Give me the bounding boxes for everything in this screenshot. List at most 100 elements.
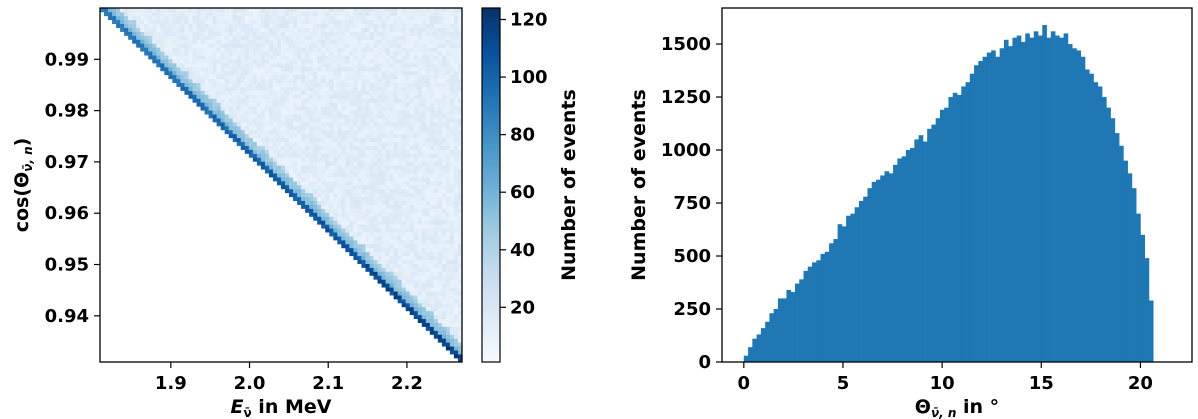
heatmap-cell: [272, 129, 278, 135]
heatmap-cell: [204, 94, 209, 99]
heatmap-cell: [289, 118, 294, 123]
colorbar-tick-label: 40: [510, 240, 535, 261]
heatmap-cell: [417, 51, 423, 56]
heatmap-cell: [369, 19, 374, 25]
heatmap-cell: [333, 98, 338, 103]
heatmap-cell: [393, 291, 398, 296]
heatmap-cell: [349, 31, 354, 36]
heatmap-cell: [381, 94, 386, 99]
heatmap-cell: [305, 177, 310, 182]
heatmap-cell: [381, 90, 386, 95]
heatmap-cell: [232, 122, 238, 127]
heatmap-cell: [236, 133, 242, 139]
heatmap-cell: [417, 310, 423, 316]
heatmap-cell: [457, 244, 463, 249]
heatmap-cell: [385, 126, 390, 131]
heatmap-cell: [397, 181, 402, 186]
heatmap-cell: [393, 224, 398, 229]
heatmap-cell: [401, 74, 406, 80]
heatmap-cell: [357, 23, 362, 28]
heatmap-cell: [357, 173, 362, 178]
heatmap-cell: [329, 161, 334, 166]
heatmap-cell: [325, 27, 330, 32]
heatmap-cell: [433, 200, 439, 205]
heatmap-cell: [140, 43, 145, 48]
heatmap-cell: [377, 275, 382, 280]
heatmap-cell: [252, 19, 258, 25]
heatmap-cell: [160, 8, 165, 13]
heatmap-cell: [333, 228, 338, 233]
heatmap-cell: [401, 11, 406, 17]
heatmap-cell: [272, 67, 278, 72]
heatmap-cell: [236, 59, 242, 64]
heatmap-cell: [305, 141, 310, 146]
heatmap-cell: [200, 23, 205, 28]
heatmap-cell: [373, 39, 378, 44]
heatmap-cell: [196, 47, 201, 52]
heatmap-cell: [425, 19, 431, 25]
heatmap-cell: [188, 90, 193, 95]
heatmap-cell: [405, 63, 411, 68]
heatmap-cell: [317, 78, 322, 84]
heatmap-cell: [345, 11, 350, 17]
heatmap-cell: [289, 74, 294, 80]
heatmap-cell: [309, 173, 314, 178]
heatmap-cell: [397, 295, 402, 300]
heatmap-cell: [433, 126, 439, 131]
histogram-bar: [961, 86, 966, 363]
heatmap-cell: [373, 212, 378, 217]
heatmap-cell: [285, 114, 290, 119]
heatmap-cell: [256, 118, 262, 123]
heatmap-cell: [401, 145, 406, 150]
heatmap-cell: [389, 23, 394, 28]
heatmap-cell: [260, 157, 266, 162]
heatmap-cell: [433, 39, 439, 44]
heatmap-cell: [373, 86, 378, 91]
heatmap-cell: [216, 114, 221, 119]
heatmap-cell: [445, 31, 451, 36]
heatmap-cell: [413, 67, 419, 72]
heatmap-cell: [256, 8, 262, 13]
heatmap-cell: [272, 35, 278, 40]
heatmap-cell: [433, 291, 439, 296]
heatmap-cell: [325, 35, 330, 40]
heatmap-cell: [244, 141, 250, 146]
heatmap-cell: [385, 279, 390, 284]
heatmap-cell: [341, 39, 346, 44]
heatmap-cell: [417, 114, 423, 119]
heatmap-cell: [333, 43, 338, 48]
heatmap-cell: [433, 232, 439, 237]
heatmap-cell: [449, 153, 455, 158]
heatmap-cell: [305, 98, 310, 103]
heatmap-cell: [337, 86, 342, 91]
heatmap-cell: [337, 216, 342, 221]
heatmap-cell: [401, 43, 406, 48]
heatmap-cell: [268, 118, 274, 123]
heatmap-cell: [421, 185, 427, 190]
heatmap-cell: [445, 271, 451, 276]
heatmap-cell: [429, 67, 435, 72]
heatmap-cell: [441, 259, 447, 264]
heatmap-cell: [152, 11, 157, 17]
heatmap-cell: [397, 216, 402, 221]
heatmap-cell: [317, 181, 322, 186]
heatmap-cell: [260, 23, 266, 28]
heatmap-cell: [389, 220, 394, 225]
heatmap-cell: [361, 19, 366, 25]
heatmap-cell: [341, 216, 346, 221]
heatmap-cell: [441, 196, 447, 202]
heatmap-cell: [240, 35, 246, 40]
heatmap-cell: [240, 126, 246, 131]
heatmap-cell: [176, 8, 181, 13]
heatmap-cell: [353, 118, 358, 123]
heatmap-cell: [457, 342, 463, 347]
heatmap-cell: [337, 63, 342, 68]
heatmap-cell: [176, 15, 181, 21]
heatmap-cell: [341, 106, 346, 111]
heatmap-cell: [305, 55, 310, 60]
heatmap-cell: [425, 318, 431, 323]
histogram-bar: [888, 173, 894, 362]
heatmap-cell: [349, 63, 354, 68]
heatmap-cell: [437, 157, 443, 162]
heatmap-cell: [180, 31, 185, 36]
